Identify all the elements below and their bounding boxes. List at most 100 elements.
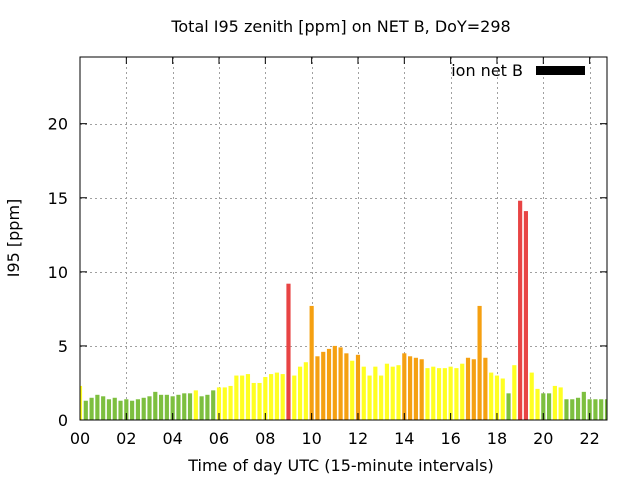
data-bar: [303, 362, 308, 420]
data-bar: [228, 385, 233, 420]
tick-labels: 00 02 04 06 08 10 12 14 16 18 20 22 0 5 10 15 20: [48, 115, 600, 448]
data-bar: [338, 347, 343, 420]
y-tick-label: 20: [48, 115, 68, 134]
data-bar: [147, 396, 152, 420]
data-bar: [599, 399, 604, 420]
data-bar: [373, 366, 378, 420]
data-bar: [257, 382, 262, 420]
data-bar: [326, 348, 332, 420]
data-bar: [153, 391, 158, 420]
data-bar: [593, 399, 598, 420]
data-bar: [251, 382, 256, 420]
data-bar: [581, 391, 586, 420]
data-bar: [286, 283, 291, 420]
data-bar: [95, 394, 100, 420]
x-axis-label: Time of day UTC (15-minute intervals): [187, 456, 494, 475]
data-bar: [269, 374, 274, 420]
x-tick-label: 04: [162, 429, 182, 448]
data-bar: [541, 393, 546, 420]
legend-label: ion net B: [451, 61, 523, 80]
data-bar: [280, 374, 285, 420]
y-tick-label: 10: [48, 263, 68, 282]
data-bar: [506, 393, 511, 420]
data-bar: [367, 375, 372, 420]
plot-frame: [79, 56, 608, 421]
chart-title: Total I95 zenith [ppm] on NET B, DoY=298: [170, 17, 510, 36]
data-bar: [118, 400, 123, 420]
data-bar: [135, 399, 140, 420]
axis-ticks: [79, 57, 607, 421]
x-tick-label: 10: [301, 429, 321, 448]
data-bar: [350, 360, 355, 420]
data-bar: [425, 368, 430, 420]
data-bar: [80, 385, 83, 420]
data-bar: [558, 387, 563, 420]
data-bar: [535, 388, 540, 420]
data-bar: [575, 397, 581, 420]
data-bar: [332, 345, 337, 420]
data-bar: [587, 399, 592, 420]
data-bar: [222, 387, 227, 420]
x-tick-label: 12: [348, 429, 368, 448]
data-bar: [396, 365, 401, 420]
data-bar: [431, 366, 436, 420]
data-bar: [176, 394, 181, 420]
data-bar: [413, 357, 418, 420]
x-tick-label: 18: [487, 429, 507, 448]
data-bar: [112, 397, 117, 420]
y-tick-label: 5: [58, 337, 68, 356]
data-bar: [182, 393, 187, 420]
data-bar: [193, 390, 198, 420]
data-bar: [518, 200, 523, 420]
data-bar: [465, 357, 471, 420]
data-bar: [234, 375, 239, 420]
data-bar: [274, 372, 279, 420]
data-bar: [89, 397, 94, 420]
data-bar: [187, 393, 193, 420]
data-bar: [436, 368, 442, 420]
data-bar: [384, 363, 390, 420]
x-tick-label: 02: [116, 429, 136, 448]
data-bar: [547, 393, 552, 420]
data-bar: [500, 378, 505, 420]
data-bar: [205, 394, 210, 420]
data-bar: [164, 394, 169, 420]
data-bar: [454, 368, 459, 420]
x-tick-label: 16: [440, 429, 460, 448]
data-bar: [489, 372, 494, 420]
data-bar: [199, 396, 204, 420]
data-bar: [442, 368, 447, 420]
data-bar: [471, 359, 476, 420]
grid-lines: [80, 57, 607, 420]
data-bar: [83, 400, 88, 420]
x-tick-label: 00: [70, 429, 90, 448]
data-bar: [564, 399, 569, 420]
data-bar: [245, 374, 251, 420]
data-bar: [552, 385, 557, 420]
data-bar: [483, 357, 488, 420]
data-bar: [158, 394, 164, 420]
data-bar: [101, 396, 106, 420]
legend: ion net B: [451, 61, 585, 80]
y-tick-label: 0: [58, 411, 68, 430]
data-bar: [292, 375, 297, 420]
data-bar: [106, 399, 112, 420]
data-bar: [240, 375, 245, 420]
data-bar: [494, 375, 500, 420]
data-bar: [216, 387, 222, 420]
y-axis-label: I95 [ppm]: [4, 199, 23, 278]
legend-swatch: [536, 66, 585, 75]
x-tick-label: 08: [255, 429, 275, 448]
x-tick-label: 14: [394, 429, 414, 448]
data-bar: [408, 356, 413, 420]
x-tick-label: 06: [209, 429, 229, 448]
data-bar: [170, 396, 175, 420]
data-bar: [460, 363, 465, 420]
data-bar: [448, 366, 453, 420]
data-bar: [315, 356, 320, 420]
data-bar: [402, 353, 407, 420]
data-bar: [297, 366, 303, 420]
data-bar: [477, 305, 482, 420]
data-bar: [309, 305, 314, 420]
